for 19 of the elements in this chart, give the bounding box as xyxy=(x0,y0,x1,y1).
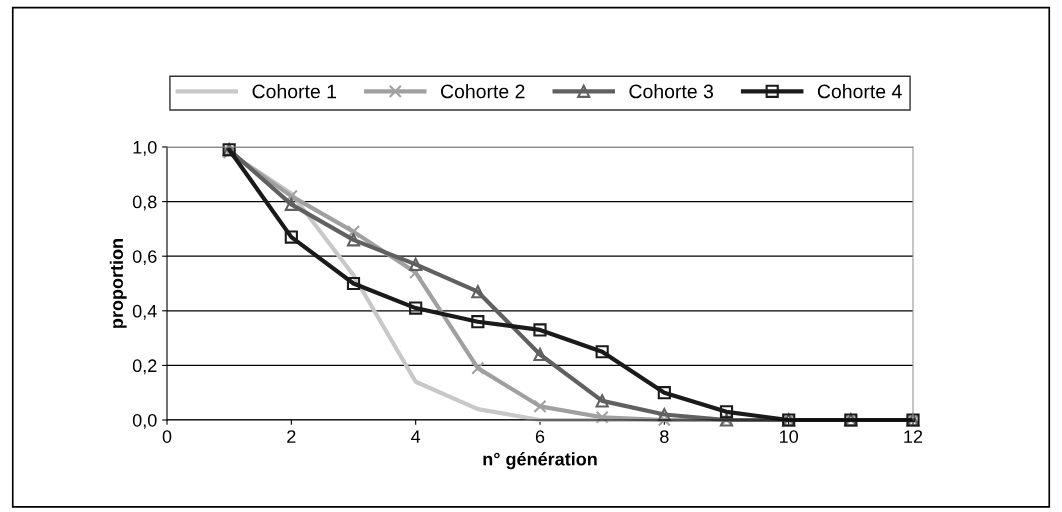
x-tick-label: 4 xyxy=(411,430,421,443)
y-tick-label: 1,0 xyxy=(133,140,157,156)
y-tick-label: 0,8 xyxy=(132,195,157,211)
legend-label: Cohorte 1 xyxy=(252,84,337,99)
x-tick-label: 0 xyxy=(162,430,172,443)
legend-label: Cohorte 3 xyxy=(629,84,714,99)
x-tick-label: 12 xyxy=(904,430,923,443)
x-tick-label: 10 xyxy=(780,430,798,443)
x-axis-title: n° génération xyxy=(483,452,597,470)
y-tick-label: 0,6 xyxy=(132,250,157,266)
legend-label: Cohorte 2 xyxy=(441,84,525,99)
x-tick-label: 8 xyxy=(660,430,669,443)
x-tick-label: 6 xyxy=(535,430,545,443)
x-tick-label: 2 xyxy=(287,430,296,443)
y-tick-label: 0,0 xyxy=(132,413,157,429)
legend-label: Cohorte 4 xyxy=(817,84,902,99)
y-axis-title: proportion xyxy=(109,238,127,328)
y-tick-label: 0,2 xyxy=(132,359,157,375)
y-tick-label: 0,4 xyxy=(132,304,157,320)
